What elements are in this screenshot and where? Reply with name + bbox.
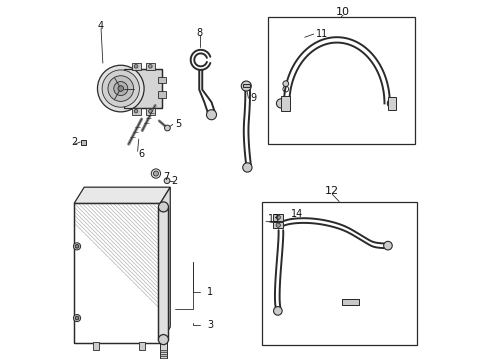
- Text: 10: 10: [335, 7, 349, 17]
- Bar: [93, 342, 99, 350]
- Circle shape: [383, 241, 391, 250]
- Text: 8: 8: [196, 28, 203, 38]
- Circle shape: [283, 81, 288, 86]
- Circle shape: [241, 81, 251, 91]
- Circle shape: [276, 215, 280, 220]
- Bar: [124, 69, 162, 108]
- Text: 1: 1: [206, 287, 213, 297]
- Bar: [81, 140, 85, 145]
- Bar: [158, 91, 166, 98]
- Bar: [273, 214, 283, 221]
- Bar: [160, 358, 166, 360]
- Circle shape: [102, 70, 139, 107]
- Circle shape: [153, 171, 158, 176]
- Bar: [160, 350, 166, 352]
- Text: 2: 2: [171, 176, 177, 186]
- Bar: [158, 77, 166, 83]
- Polygon shape: [74, 203, 160, 343]
- Text: 12: 12: [325, 186, 339, 197]
- Circle shape: [206, 110, 216, 120]
- Bar: [273, 222, 283, 228]
- Circle shape: [242, 163, 251, 172]
- Bar: [342, 299, 359, 305]
- Text: 14: 14: [290, 210, 303, 220]
- Circle shape: [75, 316, 79, 320]
- Bar: [387, 97, 395, 110]
- Text: 13: 13: [267, 215, 280, 224]
- Circle shape: [97, 65, 144, 112]
- Bar: [124, 69, 162, 108]
- Bar: [342, 299, 359, 305]
- Text: 2: 2: [72, 137, 78, 147]
- Text: 11: 11: [316, 29, 328, 39]
- Text: 5: 5: [175, 120, 182, 129]
- Bar: [160, 341, 166, 360]
- Text: 4: 4: [98, 21, 104, 31]
- Circle shape: [118, 86, 123, 91]
- Text: 6: 6: [139, 149, 144, 159]
- Circle shape: [386, 99, 395, 108]
- Bar: [281, 96, 289, 111]
- Circle shape: [148, 64, 152, 68]
- Circle shape: [158, 334, 168, 345]
- Circle shape: [276, 223, 280, 227]
- Bar: [158, 207, 168, 339]
- Circle shape: [164, 125, 170, 131]
- Text: 3: 3: [206, 320, 213, 330]
- Bar: [243, 84, 249, 87]
- Circle shape: [108, 76, 133, 102]
- Circle shape: [148, 109, 152, 113]
- Circle shape: [276, 99, 285, 108]
- Circle shape: [164, 178, 169, 184]
- Circle shape: [73, 315, 81, 321]
- Circle shape: [73, 243, 81, 250]
- Bar: [145, 108, 155, 115]
- Bar: [267, 17, 414, 144]
- Text: 9: 9: [249, 93, 256, 103]
- Text: 7: 7: [163, 172, 169, 182]
- Circle shape: [273, 307, 282, 315]
- Bar: [131, 63, 140, 69]
- Circle shape: [134, 109, 138, 113]
- Circle shape: [134, 64, 138, 68]
- Bar: [158, 207, 168, 339]
- Bar: [139, 342, 145, 350]
- Polygon shape: [160, 187, 170, 343]
- Circle shape: [114, 82, 127, 95]
- Bar: [261, 202, 416, 345]
- Circle shape: [158, 202, 168, 212]
- Circle shape: [151, 169, 160, 178]
- Bar: [131, 108, 140, 115]
- Bar: [145, 63, 155, 69]
- Bar: [160, 354, 166, 356]
- Polygon shape: [74, 187, 170, 203]
- Circle shape: [75, 244, 79, 248]
